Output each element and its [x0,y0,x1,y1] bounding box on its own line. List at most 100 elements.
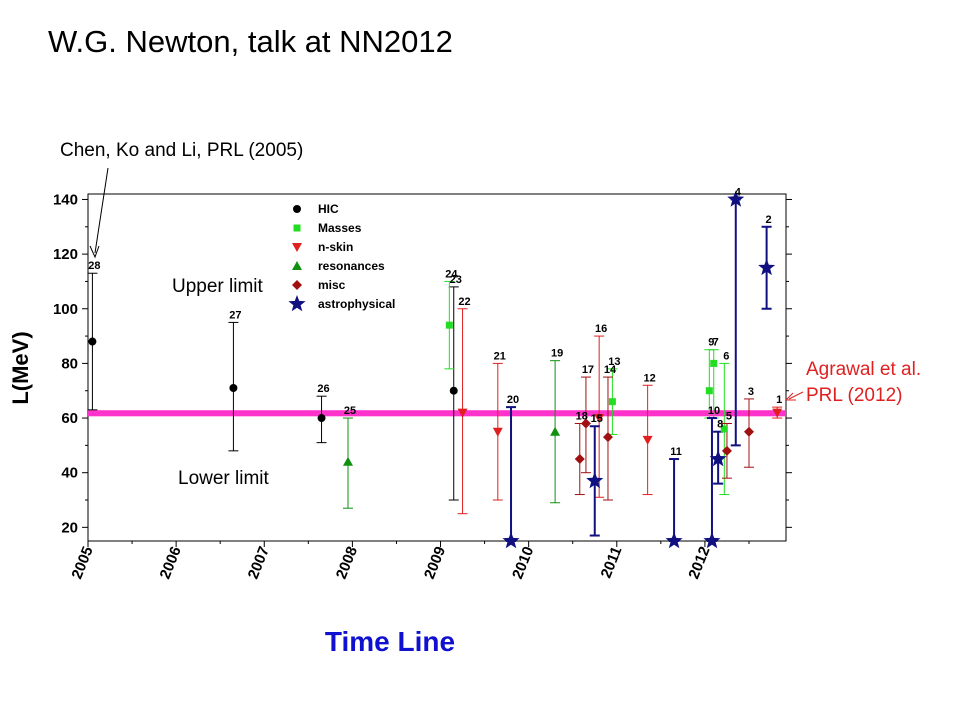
legend-marker-diamond [292,280,302,290]
x-tick-label: 2006 [157,544,185,581]
data-point-triangle-down [642,435,653,445]
data-point-square [710,359,718,367]
data-point-ref-label: 6 [723,350,729,362]
agrawal-annotation-line2: PRL (2012) [806,385,902,406]
data-point-circle [317,414,326,423]
data-point-triangle-down [492,427,503,437]
x-tick-label: 2010 [509,544,537,581]
agrawal-annotation-line1: Agrawal et al. [806,359,921,380]
data-point-ref-label: 20 [507,394,519,406]
data-point-star [703,532,721,549]
data-point-ref-label: 22 [458,296,470,308]
data-point-ref-label: 21 [494,350,506,362]
legend-label: astrophysical [318,297,395,311]
data-point-ref-label: 14 [604,364,617,376]
y-tick-label: 80 [61,355,78,372]
chen-arrow-line [94,167,109,254]
y-tick-label: 60 [61,410,78,427]
data-point-ref-label: 25 [344,405,356,417]
y-tick-label: 140 [53,191,78,208]
data-point-diamond [743,426,754,437]
data-point-ref-label: 24 [445,268,458,280]
chen-arrow-head [89,245,100,259]
data-point-triangle-down [594,414,605,424]
x-axis-title: Time Line [325,626,455,657]
legend-marker-triangle-up [292,261,302,270]
data-point-triangle-up [342,456,353,466]
reference-band-fill [88,410,786,417]
data-point-ref-label: 27 [229,309,241,321]
x-tick-label: 2007 [245,544,273,581]
data-point-diamond [721,445,732,456]
data-point-triangle-down [772,408,783,418]
data-point-ref-label: 4 [735,186,742,198]
x-tick-label: 2012 [685,544,713,581]
legend-marker-square [293,224,301,232]
data-point-ref-label: 2 [766,214,772,226]
lower-limit-annotation: Lower limit [178,468,270,489]
error-bars [87,198,783,542]
data-point-ref-label: 3 [748,386,754,398]
y-tick-label: 100 [53,301,78,318]
legend-marker-star [288,295,306,312]
slide-title: W.G. Newton, talk at NN2012 [48,24,453,59]
data-point-ref-label: 11 [670,446,682,458]
legend-marker-circle [293,205,301,213]
data-point-star [727,190,745,207]
data-point-triangle-up [550,426,561,436]
data-point-ref-label: 10 [708,405,720,417]
data-point-ref-label: 8 [717,419,723,431]
data-point-diamond [580,418,591,429]
legend-label: n-skin [318,240,353,254]
data-point-diamond [602,432,613,443]
reference-band [88,410,786,417]
data-point-square [720,425,728,433]
data-point-ref-label: 18 [576,411,588,423]
data-point-ref-label: 26 [317,383,329,395]
data-markers [88,190,783,549]
legend-marker-triangle-down [292,243,302,252]
agrawal-arrow-line [788,391,804,400]
legend-label: misc [318,278,346,292]
x-axis: 2005 2006 2007 2008 2009 2010 2011 2012 [68,541,750,581]
y-axis-title: L(MeV) [8,331,33,404]
data-point-ref-label: 13 [608,356,620,368]
x-tick-label: 2011 [598,544,626,581]
y-tick-label: 40 [61,465,78,482]
data-point-ref-label: 28 [88,260,100,272]
upper-limit-annotation: Upper limit [172,276,264,297]
data-point-triangle-down [457,408,468,418]
data-point-circle [449,386,458,395]
y-tick-label: 120 [53,246,78,263]
data-point-circle [229,383,238,392]
data-point-ref-label: 23 [450,274,462,286]
chen-annotation: Chen, Ko and Li, PRL (2005) [60,140,303,161]
data-point-square [608,398,616,406]
data-point-ref-label: 1 [776,394,782,406]
legend-label: resonances [318,259,385,273]
x-tick-label: 2009 [421,544,449,581]
data-point-ref-label: 12 [644,372,656,384]
y-tick-label: 20 [61,519,78,536]
data-point-star [709,450,727,467]
data-point-star [502,532,520,549]
legend: HIC Masses n-skin resonances misc astrophysic… [288,202,395,312]
data-point-star [665,532,683,549]
data-point-square [445,321,453,329]
data-point-diamond [574,454,585,465]
data-point-ref-label: 5 [726,411,732,423]
agrawal-arrow-head [784,392,796,401]
data-point-star [758,258,776,276]
data-point-circle [88,337,97,346]
data-point-ref-label: 7 [713,337,719,349]
data-point-ref-label: 16 [595,323,607,335]
data-point-star [586,471,604,489]
data-point-ref-label: 17 [582,364,594,376]
data-point-ref-label: 9 [708,337,714,349]
x-tick-label: 2008 [333,544,361,581]
data-point-ref-label: 19 [551,348,563,360]
legend-label: Masses [318,221,362,235]
